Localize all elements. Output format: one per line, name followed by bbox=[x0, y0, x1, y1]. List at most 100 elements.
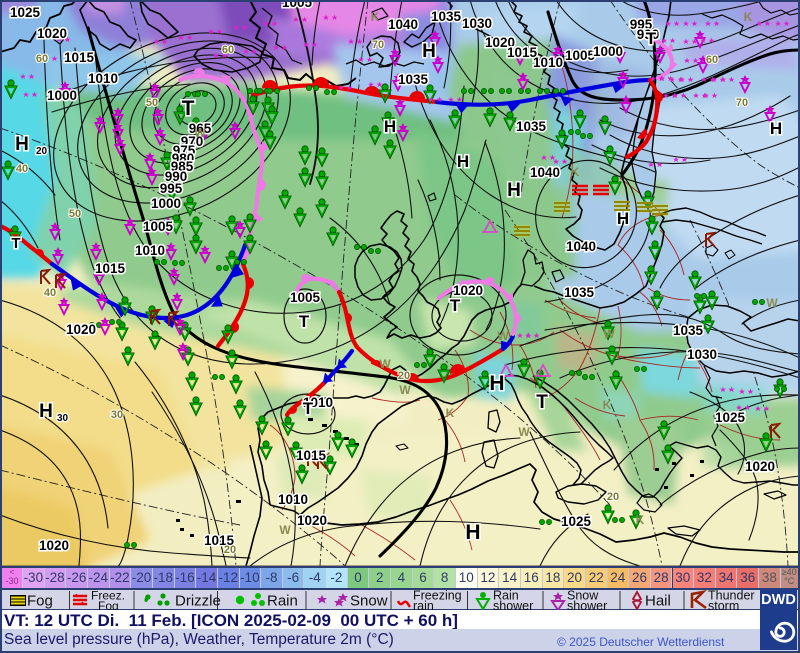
svg-text:Fog: Fog bbox=[98, 599, 119, 611]
svg-text:Rain: Rain bbox=[493, 590, 519, 603]
svg-text:970: 970 bbox=[181, 134, 204, 149]
svg-text:60: 60 bbox=[36, 53, 48, 65]
svg-text:1025: 1025 bbox=[561, 514, 592, 529]
svg-text:1025: 1025 bbox=[715, 410, 746, 425]
svg-text:T: T bbox=[303, 399, 314, 418]
svg-text:1015: 1015 bbox=[64, 50, 95, 65]
svg-text:1020: 1020 bbox=[485, 35, 515, 50]
svg-text:Freez.: Freez. bbox=[91, 590, 125, 603]
svg-text:20: 20 bbox=[36, 146, 48, 157]
svg-text:shower: shower bbox=[493, 599, 533, 611]
svg-text:995: 995 bbox=[160, 181, 183, 196]
svg-text:T: T bbox=[11, 235, 20, 252]
svg-text:Freezing: Freezing bbox=[413, 590, 462, 603]
svg-text:1015: 1015 bbox=[95, 261, 126, 276]
svg-text:K: K bbox=[371, 10, 380, 24]
svg-text:W: W bbox=[194, 126, 206, 140]
svg-text:1010: 1010 bbox=[303, 395, 333, 410]
svg-text:1025: 1025 bbox=[10, 5, 41, 20]
svg-text:Thunder: Thunder bbox=[708, 590, 755, 603]
svg-text:1005: 1005 bbox=[282, 0, 313, 10]
svg-text:DWD: DWD bbox=[761, 592, 796, 608]
svg-text:1015: 1015 bbox=[204, 533, 235, 548]
svg-text:T: T bbox=[450, 296, 461, 315]
svg-text:W: W bbox=[399, 383, 411, 397]
svg-text:1020: 1020 bbox=[37, 26, 67, 41]
svg-text:60: 60 bbox=[706, 54, 718, 66]
svg-text:H: H bbox=[39, 401, 53, 422]
svg-text:1020: 1020 bbox=[745, 459, 775, 474]
svg-text:1015: 1015 bbox=[507, 45, 538, 60]
svg-text:H: H bbox=[465, 521, 480, 544]
svg-text:40: 40 bbox=[16, 163, 28, 175]
svg-text:rain: rain bbox=[413, 599, 434, 611]
svg-text:40: 40 bbox=[44, 287, 56, 299]
svg-text:Drizzle: Drizzle bbox=[175, 593, 221, 610]
svg-text:70: 70 bbox=[736, 97, 748, 109]
svg-text:1020: 1020 bbox=[453, 283, 483, 298]
svg-text:1040: 1040 bbox=[388, 17, 418, 32]
svg-text:W: W bbox=[497, 329, 509, 343]
svg-text:980: 980 bbox=[172, 151, 195, 166]
svg-text:H: H bbox=[457, 152, 469, 171]
svg-text:1010: 1010 bbox=[88, 71, 118, 86]
svg-text:1020: 1020 bbox=[66, 322, 96, 337]
svg-text:30: 30 bbox=[57, 413, 69, 424]
svg-text:1010: 1010 bbox=[533, 55, 563, 70]
svg-text:50: 50 bbox=[69, 208, 81, 220]
svg-text:1010: 1010 bbox=[278, 492, 308, 507]
svg-text:985: 985 bbox=[171, 159, 194, 174]
svg-text:1040: 1040 bbox=[566, 239, 596, 254]
svg-text:storm: storm bbox=[708, 599, 739, 611]
svg-text:1000: 1000 bbox=[47, 88, 77, 103]
svg-text:1035: 1035 bbox=[398, 72, 429, 87]
svg-text:H: H bbox=[15, 134, 29, 155]
svg-text:1005: 1005 bbox=[565, 48, 596, 63]
svg-text:30: 30 bbox=[111, 409, 123, 421]
svg-text:W: W bbox=[279, 523, 291, 537]
svg-text:T: T bbox=[182, 97, 195, 120]
svg-text:20: 20 bbox=[607, 491, 619, 503]
svg-text:1005: 1005 bbox=[143, 219, 174, 234]
svg-text:Snow: Snow bbox=[350, 593, 388, 610]
svg-text:20: 20 bbox=[224, 544, 236, 556]
svg-text:1030: 1030 bbox=[687, 347, 717, 362]
svg-text:60: 60 bbox=[222, 44, 234, 56]
svg-text:W: W bbox=[518, 425, 530, 439]
svg-text:20: 20 bbox=[398, 370, 410, 382]
svg-text:990: 990 bbox=[637, 27, 660, 42]
svg-text:1035: 1035 bbox=[564, 285, 595, 300]
svg-text:1000: 1000 bbox=[593, 44, 623, 59]
svg-text:1030: 1030 bbox=[462, 16, 492, 31]
svg-text:Fog: Fog bbox=[27, 593, 53, 610]
svg-text:H: H bbox=[384, 117, 396, 136]
svg-text:K: K bbox=[446, 406, 455, 420]
svg-text:1020: 1020 bbox=[39, 538, 69, 553]
svg-text:K: K bbox=[571, 165, 580, 179]
svg-text:1020: 1020 bbox=[297, 513, 327, 528]
svg-text:H: H bbox=[507, 180, 521, 201]
svg-text:50: 50 bbox=[146, 97, 158, 109]
svg-text:T: T bbox=[299, 312, 310, 331]
svg-text:H: H bbox=[617, 209, 629, 228]
svg-text:Snow: Snow bbox=[567, 590, 599, 603]
svg-text:W: W bbox=[766, 296, 778, 310]
svg-text:H: H bbox=[422, 41, 436, 62]
svg-text:K: K bbox=[603, 398, 612, 412]
svg-text:1000: 1000 bbox=[151, 196, 181, 211]
svg-text:W: W bbox=[603, 327, 615, 341]
svg-text:H: H bbox=[489, 372, 504, 395]
svg-text:Hail: Hail bbox=[645, 593, 671, 610]
svg-text:Rain: Rain bbox=[267, 593, 298, 610]
svg-text:1035: 1035 bbox=[516, 119, 547, 134]
svg-text:1035: 1035 bbox=[431, 9, 462, 24]
svg-text:965: 965 bbox=[189, 121, 212, 136]
svg-text:1015: 1015 bbox=[296, 448, 327, 463]
svg-text:T: T bbox=[646, 29, 657, 48]
svg-text:W: W bbox=[379, 357, 391, 371]
svg-text:1040: 1040 bbox=[530, 165, 560, 180]
svg-text:1010: 1010 bbox=[135, 243, 165, 258]
svg-text:shower: shower bbox=[567, 599, 607, 611]
svg-text:990: 990 bbox=[165, 169, 188, 184]
svg-text:975: 975 bbox=[173, 143, 196, 158]
